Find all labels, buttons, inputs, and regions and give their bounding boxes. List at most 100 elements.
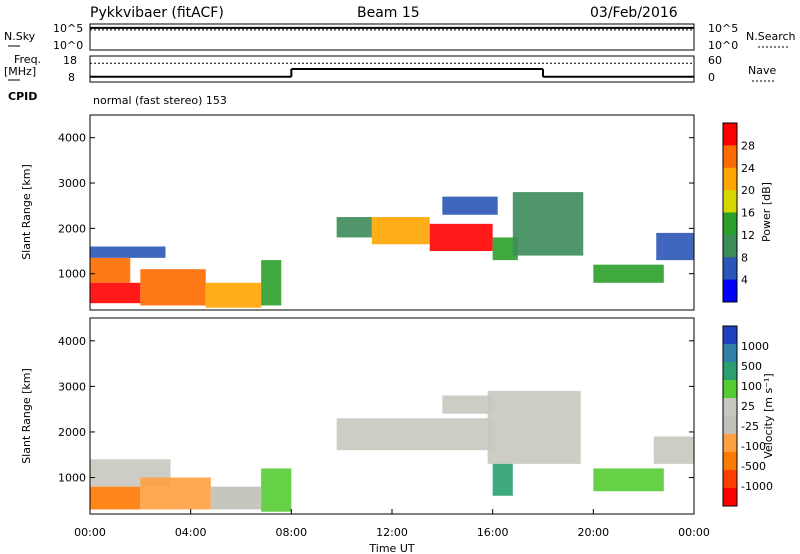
power-region-12 bbox=[593, 264, 664, 283]
ytick-label-1: 2000 bbox=[58, 222, 86, 235]
colorbar-tick-5: 8 bbox=[741, 251, 748, 264]
velocity-xticks: 00:00 04:00 08:00 12:00 16:00 20:00 00:00 bbox=[74, 509, 710, 539]
power-region-3 bbox=[205, 282, 262, 308]
ytick-label-1: 2000 bbox=[58, 426, 86, 439]
power-region-4 bbox=[90, 246, 166, 258]
nsky-tick-bottom: 10^0 bbox=[53, 39, 83, 52]
colorbar-tick-5: -100 bbox=[741, 440, 766, 453]
power-ylabel: Slant Range [km] bbox=[20, 164, 33, 260]
freq-label: Freq. bbox=[14, 53, 41, 66]
colorbar-swatch-1 bbox=[723, 145, 737, 169]
nsearch-label: N.Search bbox=[746, 30, 796, 43]
power-region-8 bbox=[429, 223, 493, 252]
power-colorbar-label: Power [dB] bbox=[760, 182, 773, 242]
colorbar-tick-1: 500 bbox=[741, 360, 762, 373]
velocity-data-regions bbox=[90, 390, 694, 512]
colorbar-tick-0: 1000 bbox=[741, 340, 769, 353]
colorbar-swatch-4 bbox=[723, 212, 737, 236]
colorbar-tick-0: 28 bbox=[741, 139, 755, 152]
colorbar-tick-3: 25 bbox=[741, 400, 755, 413]
ytick-label-0: 1000 bbox=[58, 472, 86, 485]
freq-tick-bottom: 8 bbox=[68, 71, 75, 84]
time-xlabel: Time UT bbox=[368, 542, 414, 554]
power-colorbar: 28 24 20 16 12 8 4 bbox=[722, 122, 755, 303]
freq-tick-top: 18 bbox=[63, 54, 77, 67]
colorbar-swatch-9 bbox=[723, 488, 737, 507]
nave-tick-bottom: 0 bbox=[708, 71, 715, 84]
velocity-region-1 bbox=[90, 486, 141, 510]
freq-trace bbox=[90, 68, 694, 78]
power-region-9 bbox=[492, 237, 518, 261]
beam-title: Beam 15 bbox=[357, 5, 420, 21]
velocity-ylabel: Slant Range [km] bbox=[20, 368, 33, 464]
colorbar-swatch-5 bbox=[723, 416, 737, 435]
colorbar-tick-6: 4 bbox=[741, 274, 748, 287]
xtick-label-0: 00:00 bbox=[74, 526, 106, 539]
nsky-panel: N.Sky 10^5 10^0 10^5 10^0 N.Search bbox=[4, 22, 796, 52]
velocity-yticks: 1000 2000 3000 4000 bbox=[58, 335, 694, 485]
nsearch-tick-bottom: 10^0 bbox=[708, 39, 738, 52]
colorbar-swatch-3 bbox=[723, 190, 737, 213]
velocity-region-3 bbox=[210, 486, 262, 510]
velocity-colorbar: 1000 500 100 25 -25 -100 -500 -1000 bbox=[722, 325, 773, 507]
power-region-5 bbox=[261, 260, 282, 306]
ytick-label-2: 3000 bbox=[58, 177, 86, 190]
nsky-label: N.Sky bbox=[4, 30, 36, 43]
velocity-region-8 bbox=[492, 463, 513, 496]
colorbar-swatch-0 bbox=[723, 123, 737, 146]
date-title: 03/Feb/2016 bbox=[590, 5, 678, 21]
colorbar-swatch-8 bbox=[723, 470, 737, 489]
ytick-label-3: 4000 bbox=[58, 335, 86, 348]
velocity-region-10 bbox=[653, 436, 694, 464]
nsky-tick-top: 10^5 bbox=[53, 22, 83, 35]
colorbar-tick-4: -25 bbox=[741, 420, 759, 433]
colorbar-tick-1: 24 bbox=[741, 162, 755, 175]
velocity-region-7 bbox=[442, 395, 493, 414]
cpid-label: CPID bbox=[8, 90, 37, 103]
xtick-label-2: 08:00 bbox=[275, 526, 307, 539]
nsky-frame bbox=[89, 23, 695, 51]
power-panel: 1000 2000 3000 4000 Slant Range [km] 28 24 20… bbox=[20, 114, 773, 311]
xtick-label-4: 16:00 bbox=[477, 526, 509, 539]
power-yticks: 1000 2000 3000 4000 bbox=[58, 132, 694, 281]
ytick-label-2: 3000 bbox=[58, 380, 86, 393]
velocity-region-9 bbox=[593, 468, 664, 492]
freq-frame bbox=[89, 55, 695, 83]
power-region-2 bbox=[140, 269, 206, 306]
nsearch-tick-top: 10^5 bbox=[708, 22, 738, 35]
nave-label: Nave bbox=[748, 64, 776, 77]
power-region-10 bbox=[512, 192, 584, 256]
power-frame bbox=[89, 114, 695, 311]
xtick-label-5: 20:00 bbox=[577, 526, 609, 539]
ytick-label-0: 1000 bbox=[58, 268, 86, 281]
colorbar-tick-6: -500 bbox=[741, 460, 766, 473]
colorbar-frame bbox=[722, 122, 738, 303]
colorbar-tick-2: 20 bbox=[741, 184, 755, 197]
ytick-label-3: 4000 bbox=[58, 132, 86, 145]
colorbar-swatch-2 bbox=[723, 167, 737, 191]
colorbar-swatch-2 bbox=[723, 362, 737, 381]
velocity-region-5 bbox=[336, 418, 493, 451]
colorbar-swatch-1 bbox=[723, 344, 737, 363]
velocity-region-6 bbox=[487, 390, 581, 464]
nave-tick-top: 60 bbox=[708, 54, 722, 67]
colorbar-swatch-3 bbox=[723, 380, 737, 399]
velocity-region-4 bbox=[261, 468, 292, 512]
freq-panel: Freq. [MHz] 18 8 60 0 Nave CPID normal (… bbox=[4, 53, 776, 107]
power-region-6 bbox=[336, 217, 372, 238]
colorbar-swatch-6 bbox=[723, 257, 737, 281]
colorbar-tick-3: 16 bbox=[741, 207, 755, 220]
freq-unit-label: [MHz] bbox=[4, 65, 36, 78]
power-region-7 bbox=[371, 217, 430, 245]
velocity-colorbar-label: Velocity [m s⁻¹] bbox=[762, 373, 775, 458]
cpid-text: normal (fast stereo) 153 bbox=[93, 94, 227, 107]
power-region-13 bbox=[656, 232, 694, 261]
colorbar-tick-7: -1000 bbox=[741, 480, 773, 493]
xtick-label-1: 04:00 bbox=[175, 526, 207, 539]
power-region-1 bbox=[90, 282, 141, 304]
xtick-label-6: 00:00 bbox=[678, 526, 710, 539]
colorbar-tick-4: 12 bbox=[741, 229, 755, 242]
velocity-region-2 bbox=[140, 477, 211, 510]
colorbar-swatch-7 bbox=[723, 279, 737, 303]
